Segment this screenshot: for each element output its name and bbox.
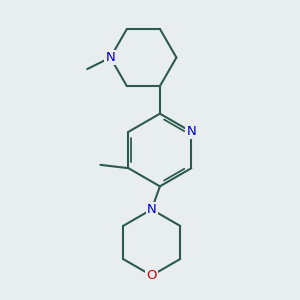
Text: N: N: [187, 125, 196, 138]
Text: N: N: [147, 203, 157, 216]
Text: N: N: [106, 51, 115, 64]
Text: O: O: [146, 269, 157, 282]
